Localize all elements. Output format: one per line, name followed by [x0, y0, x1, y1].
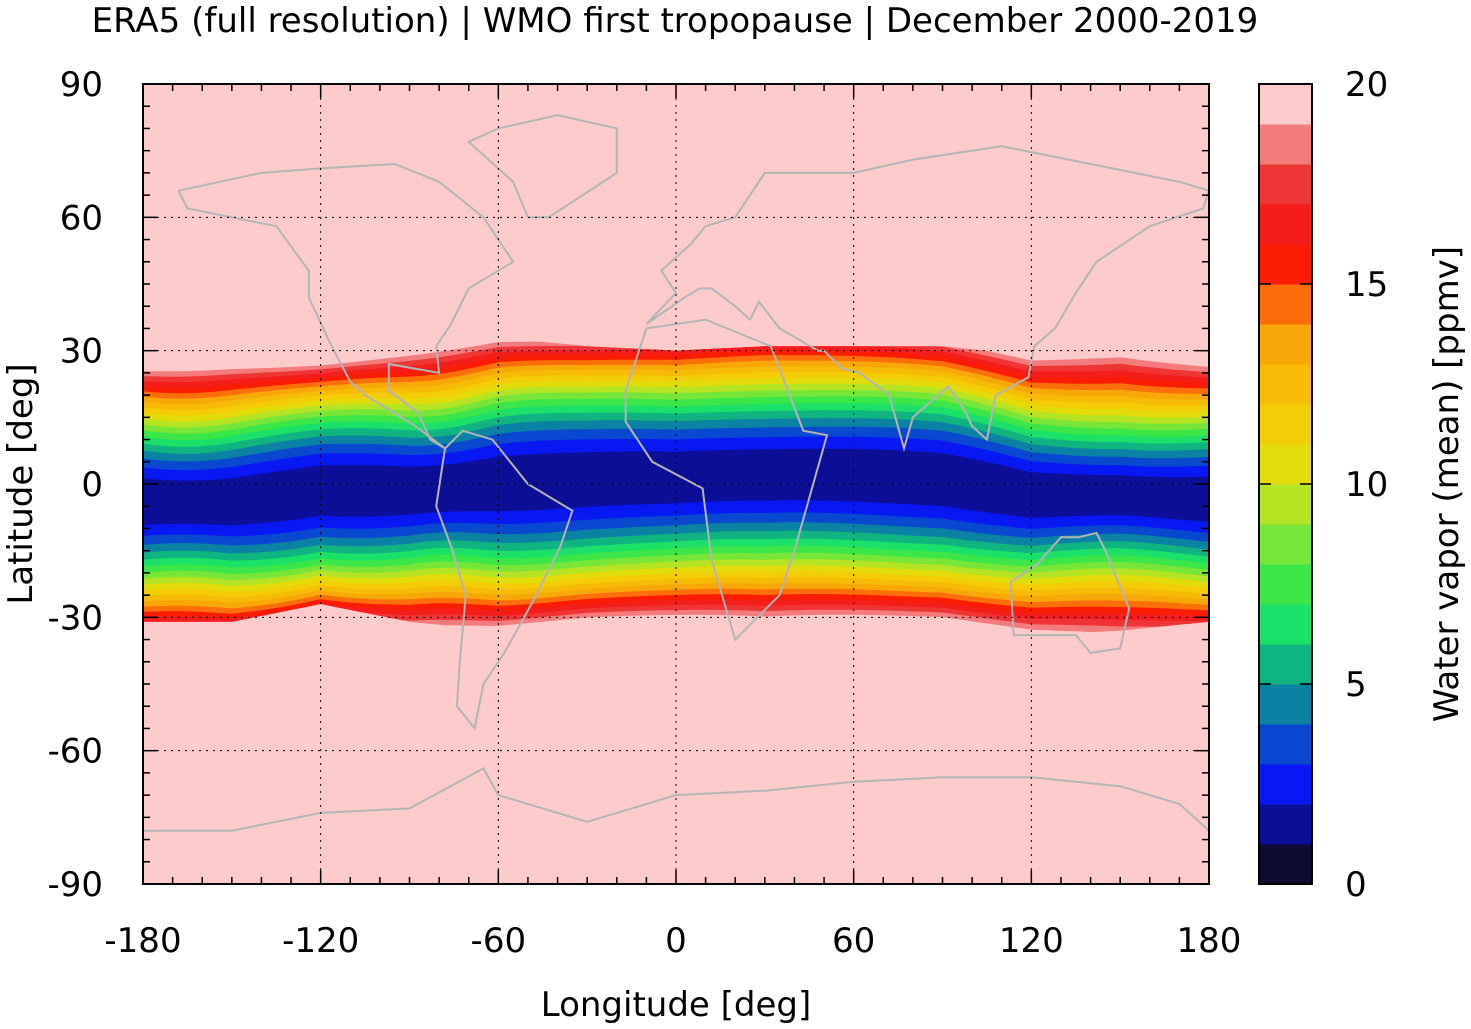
contour-band-1-2 [143, 448, 1209, 526]
colorbar-swatch [1259, 564, 1312, 605]
colorbar-tick-label: 5 [1345, 665, 1367, 705]
colorbar-swatch [1259, 764, 1312, 805]
y-tick-label: -30 [47, 598, 103, 638]
colorbar [1258, 83, 1313, 885]
y-tick-label: -60 [47, 732, 103, 772]
y-axis-label: Latitude [deg] [1, 363, 41, 604]
colorbar-swatch [1259, 244, 1312, 285]
x-tick-label: 120 [999, 921, 1064, 961]
y-tick-label: 90 [60, 65, 103, 105]
chart-title: ERA5 (full resolution) | WMO first tropo… [92, 1, 1259, 41]
colorbar-swatch [1259, 204, 1312, 245]
coastline-segment [177, 162, 515, 450]
colorbar-swatch [1259, 844, 1312, 885]
colorbar-swatch [1259, 84, 1312, 125]
x-tick-label: -180 [104, 921, 181, 961]
x-tick-label: 60 [832, 921, 875, 961]
colorbar-swatch [1259, 404, 1312, 445]
colorbar-axis: 0 5 10 15 20 [1259, 65, 1388, 905]
coastline-segment [645, 145, 1209, 453]
colorbar-swatch [1259, 724, 1312, 765]
gridlines [143, 84, 1209, 884]
colorbar-tick-label: 20 [1345, 65, 1388, 105]
colorbar-swatch [1259, 284, 1312, 325]
x-axis-label: Longitude [deg] [541, 985, 812, 1025]
coastline-segment [143, 767, 1209, 832]
colorbar-swatch [1259, 644, 1312, 685]
y-tick-label: 0 [81, 465, 103, 505]
y-tick-label: -90 [47, 865, 103, 905]
colorbar-swatch [1259, 604, 1312, 645]
colorbar-tick-label: 0 [1345, 865, 1367, 905]
colorbar-swatch [1259, 684, 1312, 725]
colorbar-swatch [1259, 124, 1312, 165]
colorbar-tick-label: 15 [1345, 265, 1388, 305]
colorbar-label: Water vapor (mean) [ppmv] [1427, 246, 1467, 722]
colorbar-swatch [1259, 484, 1312, 525]
coastline-segment [1009, 531, 1131, 654]
coastline-segment [624, 318, 829, 642]
x-tick-label: 0 [665, 921, 687, 961]
colorbar-swatch [1259, 324, 1312, 365]
colorbar-swatch [1259, 444, 1312, 485]
x-tick-label: -120 [282, 921, 359, 961]
x-tick-label: -60 [471, 921, 527, 961]
water-vapor-field [143, 341, 1209, 632]
colorbar-swatch [1259, 364, 1312, 405]
colorbar-swatch [1259, 804, 1312, 845]
y-axis: 90 60 30 0 -30 -60 -90 [47, 65, 1209, 905]
x-axis: -180 -120 -60 0 60 120 180 [104, 84, 1241, 961]
y-tick-label: 60 [60, 198, 103, 238]
colorbar-swatch [1259, 164, 1312, 205]
coastline-segment [435, 429, 574, 731]
colorbar-tick-label: 10 [1345, 465, 1388, 505]
plot-area [143, 84, 1209, 884]
colorbar-swatch [1259, 524, 1312, 565]
x-tick-label: 180 [1177, 921, 1242, 961]
y-tick-label: 30 [60, 332, 103, 372]
coastlines [143, 114, 1209, 832]
